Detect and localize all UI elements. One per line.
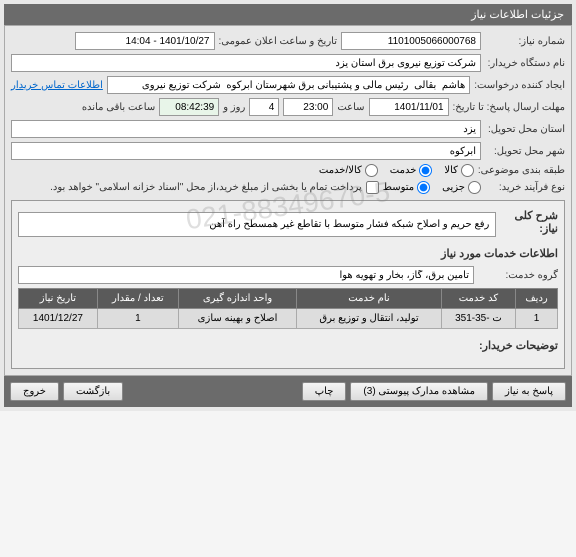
print-button[interactable]: چاپ	[302, 382, 347, 401]
table-header-row: ردیف کد خدمت نام خدمت واحد اندازه گیری ت…	[19, 289, 558, 309]
category-radio-group: کالا خدمت کالا/خدمت	[319, 164, 474, 177]
delivery-province-label: استان محل تحویل:	[485, 124, 565, 135]
need-number-label: شماره نیاز:	[485, 36, 565, 47]
reply-button[interactable]: پاسخ به نیاز	[492, 382, 566, 401]
deadline-date-field[interactable]	[369, 98, 449, 116]
process-note: پرداخت تمام یا بخشی از مبلغ خرید،از محل …	[50, 182, 362, 193]
delivery-province-field[interactable]	[11, 120, 481, 138]
process-type-label: نوع فرآیند خرید:	[485, 182, 565, 193]
buyer-org-label: نام دستگاه خریدار:	[485, 58, 565, 69]
delivery-city-label: شهر محل تحویل:	[485, 146, 565, 157]
main-desc-field: رفع حریم و اصلاح شبکه فشار متوسط با تقاط…	[18, 212, 496, 237]
deadline-time-field[interactable]	[283, 98, 333, 116]
td-row: 1	[516, 309, 558, 329]
remaining-time-field	[159, 98, 219, 116]
td-unit: اصلاح و بهینه سازی	[178, 309, 296, 329]
day-label: روز و	[223, 102, 245, 113]
delivery-city-field[interactable]	[11, 142, 481, 160]
process-medium-radio[interactable]	[417, 181, 430, 194]
th-qty: تعداد / مقدار	[97, 289, 178, 309]
payment-checkbox[interactable]	[366, 181, 379, 194]
need-number-field[interactable]	[341, 32, 481, 50]
process-minor-radio[interactable]	[468, 181, 481, 194]
deadline-label: مهلت ارسال پاسخ: تا تاریخ:	[453, 102, 565, 113]
td-qty: 1	[97, 309, 178, 329]
main-panel: شماره نیاز: تاریخ و ساعت اعلان عمومی: نا…	[4, 25, 572, 376]
time-label: ساعت	[337, 102, 364, 113]
description-box: شرح کلی نیاز: رفع حریم و اصلاح شبکه فشار…	[11, 200, 565, 369]
services-section-label: اطلاعات خدمات مورد نیاز	[18, 245, 558, 262]
th-name: نام خدمت	[297, 289, 442, 309]
th-code: کد خدمت	[441, 289, 515, 309]
td-date: 1401/12/27	[19, 309, 98, 329]
td-name: تولید، انتقال و توزیع برق	[297, 309, 442, 329]
process-medium-label: متوسط	[383, 182, 414, 193]
td-code: ت -35-351	[441, 309, 515, 329]
service-group-field[interactable]	[18, 266, 474, 284]
category-goods-service-radio[interactable]	[365, 164, 378, 177]
days-field[interactable]	[249, 98, 279, 116]
services-table: ردیف کد خدمت نام خدمت واحد اندازه گیری ت…	[18, 288, 558, 329]
remaining-label: ساعت باقی مانده	[82, 102, 155, 113]
table-row[interactable]: 1 ت -35-351 تولید، انتقال و توزیع برق اص…	[19, 309, 558, 329]
category-goods-radio[interactable]	[461, 164, 474, 177]
requester-label: ایجاد کننده درخواست:	[474, 80, 565, 91]
exit-button[interactable]: خروج	[10, 382, 59, 401]
announce-date-label: تاریخ و ساعت اعلان عمومی:	[219, 36, 338, 47]
service-group-label: گروه خدمت:	[478, 270, 558, 281]
th-date: تاریخ نیاز	[19, 289, 98, 309]
buyer-org-field[interactable]	[11, 54, 481, 72]
main-desc-label: شرح کلی نیاز:	[500, 207, 558, 237]
title-bar: جزئیات اطلاعات نیاز	[4, 4, 572, 25]
footer-bar: پاسخ به نیاز مشاهده مدارک پیوستی (3) چاپ…	[4, 376, 572, 407]
category-goods-service-label: کالا/خدمت	[319, 165, 362, 176]
process-minor-label: جزیی	[442, 182, 465, 193]
announce-date-field[interactable]	[75, 32, 215, 50]
buyer-notes-label: توضیحات خریدار:	[479, 337, 558, 354]
category-service-label: خدمت	[390, 165, 417, 176]
attachments-button[interactable]: مشاهده مدارک پیوستی (3)	[350, 382, 488, 401]
category-service-radio[interactable]	[419, 164, 432, 177]
category-label: طبقه بندی موضوعی:	[478, 165, 565, 176]
back-button[interactable]: بازگشت	[63, 382, 123, 401]
requester-field[interactable]	[107, 76, 470, 94]
contact-link[interactable]: اطلاعات تماس خریدار	[11, 80, 103, 91]
th-unit: واحد اندازه گیری	[178, 289, 296, 309]
th-row: ردیف	[516, 289, 558, 309]
process-radio-group: جزیی متوسط	[383, 181, 481, 194]
category-goods-label: کالا	[444, 165, 458, 176]
